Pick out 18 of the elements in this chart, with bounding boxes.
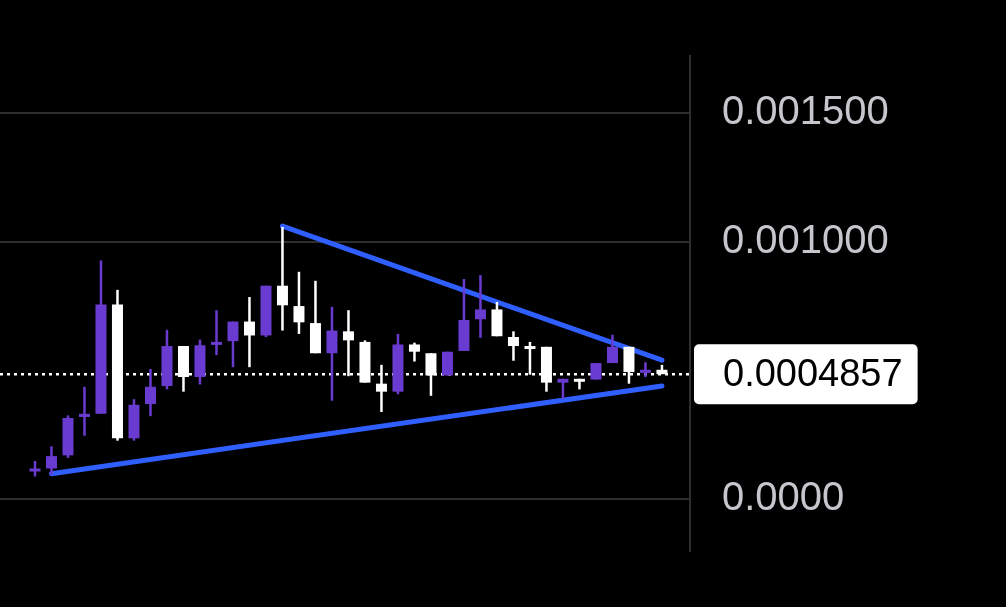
candlestick xyxy=(474,273,486,340)
candlestick xyxy=(210,308,222,357)
candlestick xyxy=(408,341,420,363)
candlestick xyxy=(45,445,57,477)
y-tick-label: 0.001000 xyxy=(722,216,889,261)
candlestick xyxy=(276,225,288,332)
candlestick xyxy=(507,330,519,362)
candlestick xyxy=(243,295,255,369)
candlestick xyxy=(227,320,239,369)
candlestick xyxy=(326,305,338,402)
candlestick xyxy=(78,385,90,438)
candlestick xyxy=(293,270,305,336)
candlestick xyxy=(144,367,156,418)
ref-line-label: 0.0004857 xyxy=(723,351,903,394)
y-tick-label: 0.0000 xyxy=(722,474,845,519)
candlestick xyxy=(639,361,651,379)
candlestick xyxy=(606,333,618,365)
y-tick-label: 0.001500 xyxy=(722,87,889,132)
